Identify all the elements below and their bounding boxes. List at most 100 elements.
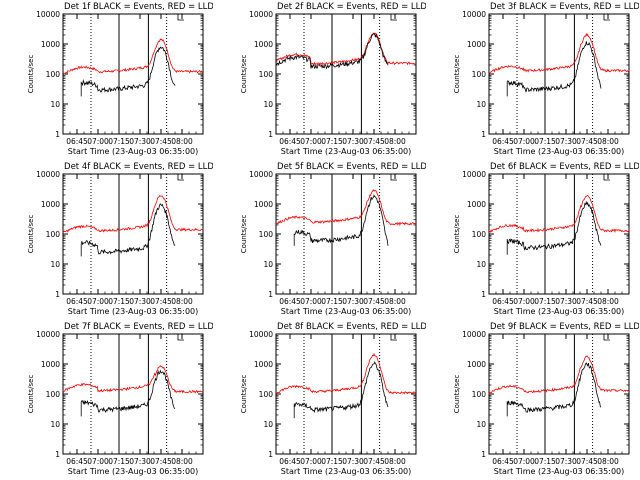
x-tick-label: 08:00: [597, 457, 619, 466]
corner-marker: [603, 174, 610, 181]
x-tick-label: 07:00: [513, 457, 535, 466]
plot-frame: [62, 173, 204, 295]
y-tick-label: 1: [481, 290, 486, 299]
y-axis-label: Counts/sec: [240, 375, 248, 414]
corner-marker: [177, 334, 184, 341]
x-tick-label: 07:45: [150, 297, 172, 306]
y-tick-label: 10: [263, 420, 273, 429]
plot-frame: [62, 13, 204, 135]
y-axis-label: Counts/sec: [453, 375, 461, 414]
y-tick-label: 100: [46, 70, 61, 79]
y-tick-label: 10: [476, 260, 486, 269]
plot-frame: [488, 173, 630, 295]
y-tick-label: 1: [55, 290, 60, 299]
x-tick-label: 07:45: [150, 457, 172, 466]
x-tick-label: 07:30: [555, 457, 577, 466]
detector-panel: Det 4f BLACK = Events, RED = LLD 1 10 100 10…: [27, 162, 213, 316]
x-tick-label: 07:30: [129, 137, 151, 146]
y-tick-label: 10000: [36, 330, 60, 339]
x-tick-label: 06:45: [66, 297, 88, 306]
corner-marker: [603, 334, 610, 341]
x-tick-label: 07:45: [576, 457, 598, 466]
lld-series-line: [275, 352, 417, 395]
x-axis-label: Start Time (23-Aug-03 06:35:00): [68, 307, 199, 316]
x-tick-label: 06:45: [279, 297, 301, 306]
y-tick-label: 10: [50, 260, 60, 269]
x-tick-label: 08:00: [171, 137, 193, 146]
x-tick-label: 07:00: [87, 137, 109, 146]
x-tick-label: 07:45: [363, 457, 385, 466]
y-tick-label: 10: [476, 420, 486, 429]
x-tick-label: 07:15: [108, 137, 130, 146]
x-tick-label: 07:45: [363, 137, 385, 146]
y-tick-label: 100: [472, 70, 487, 79]
x-tick-label: 07:30: [555, 137, 577, 146]
plot-frame: [275, 173, 417, 295]
lld-series-line: [62, 365, 204, 394]
y-tick-label: 100: [46, 390, 61, 399]
y-tick-label: 10: [50, 100, 60, 109]
lld-series-line: [488, 355, 630, 395]
x-tick-label: 07:30: [342, 297, 364, 306]
corner-marker: [177, 174, 184, 181]
detector-panel: Det 6f BLACK = Events, RED = LLD 1 10 100 10…: [453, 162, 639, 316]
x-tick-label: 07:00: [513, 297, 535, 306]
x-tick-label: 07:45: [576, 297, 598, 306]
x-tick-label: 07:15: [108, 297, 130, 306]
x-tick-label: 07:30: [129, 297, 151, 306]
events-series-line: [293, 194, 389, 246]
x-axis-label: Start Time (23-Aug-03 06:35:00): [281, 307, 412, 316]
plot-frame: [275, 333, 417, 455]
events-series-line: [506, 41, 602, 97]
y-tick-label: 1000: [467, 360, 486, 369]
corner-marker: [177, 14, 184, 21]
x-axis-label: Start Time (23-Aug-03 06:35:00): [68, 467, 199, 476]
events-series-line: [506, 200, 602, 255]
x-tick-label: 07:30: [342, 457, 364, 466]
y-tick-label: 10000: [249, 170, 273, 179]
y-tick-label: 10000: [36, 170, 60, 179]
panel-title: Det 1f BLACK = Events, RED = LLD: [64, 2, 213, 12]
x-tick-label: 06:45: [492, 137, 514, 146]
lld-series-line: [62, 195, 204, 234]
detector-panel: Det 8f BLACK = Events, RED = LLD 1 10 100 10…: [240, 322, 426, 476]
x-tick-label: 08:00: [384, 297, 406, 306]
x-axis-label: Start Time (23-Aug-03 06:35:00): [494, 307, 625, 316]
y-tick-label: 1000: [41, 40, 60, 49]
x-tick-label: 07:30: [555, 297, 577, 306]
x-tick-label: 07:45: [150, 137, 172, 146]
x-tick-label: 06:45: [66, 137, 88, 146]
x-tick-label: 07:00: [300, 297, 322, 306]
y-tick-label: 1: [268, 450, 273, 459]
corner-marker: [390, 14, 397, 21]
plot-frame: [62, 333, 204, 455]
panel-title: Det 3f BLACK = Events, RED = LLD: [490, 2, 639, 12]
corner-marker: [603, 14, 610, 21]
events-series-line: [80, 369, 176, 417]
events-series-line: [80, 203, 176, 257]
x-tick-label: 07:15: [534, 297, 556, 306]
x-tick-label: 07:15: [321, 297, 343, 306]
x-tick-label: 08:00: [597, 137, 619, 146]
lld-series-line: [275, 189, 417, 227]
detector-panel: Det 1f BLACK = Events, RED = LLD 1 10 100 10…: [27, 2, 213, 156]
y-tick-label: 10000: [249, 10, 273, 19]
y-tick-label: 1000: [254, 360, 273, 369]
events-series-line: [293, 361, 389, 419]
panel-title: Det 6f BLACK = Events, RED = LLD: [490, 162, 639, 172]
y-tick-label: 10000: [249, 330, 273, 339]
y-axis-label: Counts/sec: [27, 55, 35, 94]
x-tick-label: 06:45: [492, 457, 514, 466]
y-axis-label: Counts/sec: [240, 215, 248, 254]
y-tick-label: 10: [476, 100, 486, 109]
x-tick-label: 07:00: [87, 297, 109, 306]
lld-series-line: [488, 194, 630, 234]
x-tick-label: 06:45: [279, 457, 301, 466]
y-tick-label: 1: [55, 450, 60, 459]
x-tick-label: 06:45: [279, 137, 301, 146]
x-tick-label: 07:15: [108, 457, 130, 466]
y-tick-label: 10000: [36, 10, 60, 19]
y-tick-label: 1000: [41, 360, 60, 369]
plot-frame: [275, 13, 417, 135]
